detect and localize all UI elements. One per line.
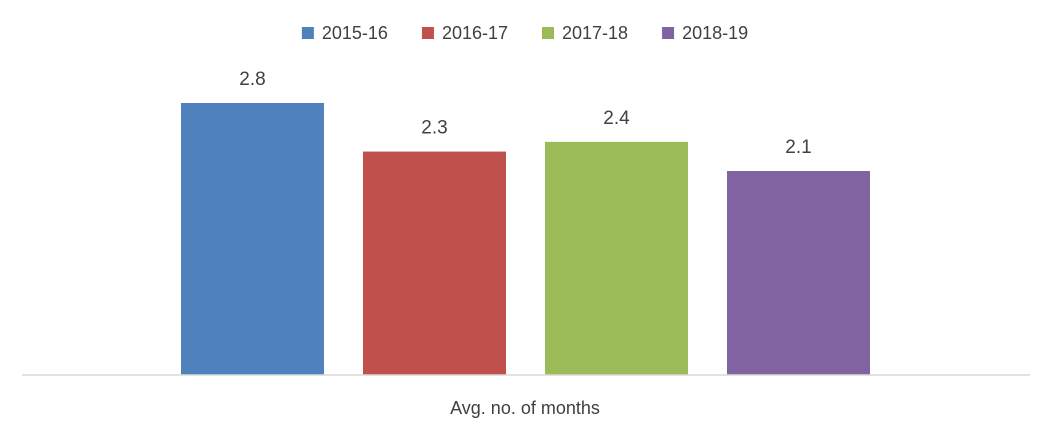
bar-2015-16: [181, 103, 324, 375]
data-label-2015-16: 2.8: [239, 69, 265, 90]
legend-label-2017-18: 2017-18: [562, 23, 628, 43]
bars: [181, 103, 870, 375]
data-labels: 2.8 2.3 2.4 2.1: [239, 69, 811, 158]
legend-item-2018-19: 2018-19: [662, 23, 748, 43]
legend-swatch-2017-18: [542, 27, 554, 39]
legend-swatch-2016-17: [421, 27, 434, 39]
x-axis-label: Avg. no. of months: [450, 398, 600, 418]
legend-label-2015-16: 2015-16: [322, 23, 388, 43]
legend-item-2017-18: 2017-18: [542, 23, 628, 43]
legend-label-2018-19: 2018-19: [682, 23, 748, 43]
data-label-2018-19: 2.1: [785, 137, 811, 158]
legend-swatch-2015-16: [301, 27, 314, 39]
data-label-2017-18: 2.4: [603, 108, 630, 129]
bar-2018-19: [727, 171, 870, 375]
bar-2016-17: [363, 151, 506, 375]
legend-swatch-2018-19: [662, 27, 675, 39]
legend: 2015-16 2016-17 2017-18 2018-19: [301, 23, 748, 43]
legend-label-2016-17: 2016-17: [442, 23, 508, 43]
legend-item-2015-16: 2015-16: [301, 23, 388, 43]
bar-2017-18: [545, 141, 688, 375]
legend-item-2016-17: 2016-17: [421, 23, 508, 43]
data-label-2016-17: 2.3: [421, 118, 447, 139]
